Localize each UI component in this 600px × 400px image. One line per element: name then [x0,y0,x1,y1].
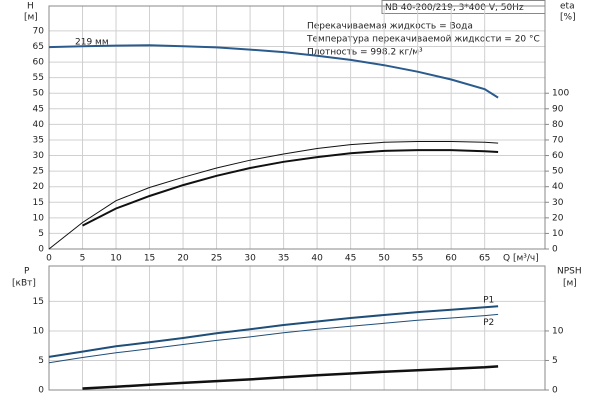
x-tick-label: 25 [211,254,222,264]
x-axis-label: Q [м³/ч] [503,254,539,264]
series-label: 219 мм [75,38,109,48]
y2-tick-label: 60 [552,151,564,161]
y2-tick-label: 10 [552,326,564,336]
y-axis-unit: [м] [24,13,38,23]
chart-title: NB 40-200/219, 3*400 V, 50Hz [385,3,524,13]
annotation: Перекачиваемая жидкость = Вода [307,22,473,32]
y-tick-label: 20 [33,182,45,192]
y-tick-label: 55 [33,73,44,83]
x-tick-label: 15 [144,254,155,264]
x-tick-label: 40 [311,254,323,264]
y-axis-label: P [24,267,30,277]
series-line [48,305,499,358]
y-tick-label: 5 [38,356,44,366]
x-tick-label: 10 [110,254,122,264]
y-tick-label: 60 [33,58,45,68]
y2-tick-label: 40 [552,182,564,192]
y2-tick-label: 80 [552,120,564,130]
plot-frame [48,5,546,250]
series-label: P1 [483,296,494,306]
annotation: Плотность = 998.2 кг/м³ [307,48,423,58]
y-tick-label: 0 [38,386,44,396]
y-tick-label: 10 [33,326,45,336]
y2-tick-label: 90 [552,104,564,114]
y-axis-label: H [27,2,34,12]
x-tick-label: 45 [345,254,356,264]
series-line [82,365,499,390]
y-tick-label: 15 [33,297,44,307]
y2-axis-label: NPSH [557,267,582,277]
y2-tick-label: 100 [552,89,569,99]
y-tick-label: 30 [33,151,45,161]
x-tick-label: 50 [378,254,390,264]
annotation: Температура перекачиваемой жидкости = 20… [306,35,540,45]
y-tick-label: 5 [38,229,44,239]
y2-tick-label: 50 [552,167,564,177]
x-tick-label: 35 [278,254,289,264]
y-tick-label: 45 [33,104,44,114]
y-tick-label: 65 [33,42,44,52]
y-tick-label: 10 [33,213,45,223]
y2-tick-label: 20 [552,213,564,223]
y-tick-label: 70 [33,26,45,36]
y2-tick-label: 5 [552,356,558,366]
y2-tick-label: 30 [552,198,564,208]
y2-axis-unit: [м] [563,279,577,289]
y2-axis-label: eta [560,2,575,12]
y-axis-unit: [кВт] [12,279,36,289]
y2-axis-unit: [%] [560,13,576,23]
y-tick-label: 15 [33,198,44,208]
x-tick-label: 60 [445,254,457,264]
x-tick-label: 30 [244,254,256,264]
series-line [48,44,499,99]
y2-tick-label: 70 [552,135,564,145]
series-line [82,149,499,227]
x-tick-label: 0 [46,254,52,264]
x-tick-label: 20 [177,254,189,264]
y-tick-label: 50 [33,89,45,99]
x-tick-label: 5 [80,254,86,264]
series-line [48,141,499,250]
series-label: P2 [483,318,494,328]
y2-tick-label: 0 [552,245,558,255]
y2-tick-label: 10 [552,229,564,239]
y-tick-label: 0 [38,245,44,255]
series-line [48,313,499,364]
y-tick-label: 40 [33,120,45,130]
y2-tick-label: 0 [552,386,558,396]
x-tick-label: 55 [412,254,423,264]
plot-frame [48,265,546,391]
y-tick-label: 25 [33,167,44,177]
y-tick-label: 35 [33,135,44,145]
x-tick-label: 65 [479,254,490,264]
